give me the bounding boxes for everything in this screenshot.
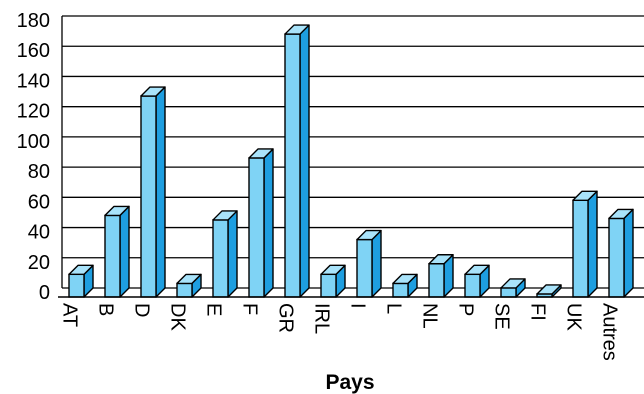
y-tick-label: 160 bbox=[17, 40, 50, 62]
x-tick-label: DK bbox=[167, 303, 189, 331]
y-tick-label: 140 bbox=[17, 70, 50, 92]
y-tick-label: 80 bbox=[28, 161, 50, 183]
bar bbox=[428, 254, 454, 298]
bar bbox=[284, 24, 310, 298]
bar bbox=[248, 148, 274, 298]
x-tick-label: NL bbox=[419, 303, 441, 329]
x-tick-label: AT bbox=[59, 303, 81, 327]
x-tick-label: L bbox=[383, 303, 405, 314]
x-tick-label: I bbox=[347, 303, 369, 309]
bar-front bbox=[284, 33, 301, 298]
bar-front bbox=[464, 273, 481, 298]
bar-front bbox=[248, 157, 265, 298]
bar-top bbox=[428, 254, 454, 265]
bar-top bbox=[500, 278, 526, 289]
x-axis-tick-labels: AT B D DK E F GR IRL I L NL P SE FI UK Autres bbox=[59, 303, 621, 361]
x-tick-label: Autres bbox=[599, 303, 621, 361]
bar-top bbox=[248, 148, 274, 159]
bar-front bbox=[392, 282, 409, 298]
bar-top bbox=[212, 210, 238, 221]
bar-top bbox=[104, 205, 130, 217]
bar-front bbox=[320, 273, 337, 298]
bar-top bbox=[320, 264, 346, 276]
bar bbox=[140, 86, 166, 298]
x-tick-label: B bbox=[95, 303, 117, 316]
bar-front bbox=[500, 287, 517, 298]
y-tick-label: 120 bbox=[17, 101, 50, 123]
bar bbox=[536, 284, 562, 298]
bar-side bbox=[119, 205, 130, 298]
bar-front bbox=[572, 199, 589, 298]
bar bbox=[104, 205, 130, 298]
bar-side bbox=[299, 24, 310, 298]
y-tick-label: 60 bbox=[28, 191, 50, 213]
bar-side bbox=[227, 210, 238, 298]
bar bbox=[68, 264, 94, 298]
bar bbox=[320, 264, 346, 298]
bar bbox=[176, 273, 202, 298]
bar bbox=[212, 210, 238, 298]
bar bbox=[392, 273, 418, 298]
x-tick-label: D bbox=[131, 303, 153, 317]
bar-side bbox=[623, 208, 634, 298]
bar-top bbox=[176, 273, 202, 285]
bar-top bbox=[356, 229, 382, 241]
bar bbox=[608, 208, 634, 298]
bar bbox=[464, 264, 490, 298]
bar-side bbox=[155, 86, 166, 298]
x-tick-label: IRL bbox=[311, 303, 333, 334]
bar bbox=[356, 229, 382, 298]
x-axis-title: Pays bbox=[325, 371, 374, 394]
bar-front bbox=[140, 95, 157, 298]
y-tick-label: 180 bbox=[17, 10, 50, 32]
bar-top bbox=[608, 208, 634, 220]
bar-front bbox=[356, 238, 373, 298]
bar-front bbox=[212, 219, 229, 298]
bar bbox=[500, 278, 526, 298]
bar-front bbox=[176, 282, 193, 298]
y-tick-label: 0 bbox=[39, 282, 50, 304]
bar-side bbox=[587, 190, 598, 298]
bar-front bbox=[68, 273, 85, 298]
bar-front bbox=[428, 263, 445, 298]
x-tick-label: FI bbox=[527, 303, 549, 321]
bar-top bbox=[464, 264, 490, 276]
bar-top bbox=[68, 264, 94, 276]
bar-top bbox=[392, 273, 418, 285]
bar-top bbox=[572, 190, 598, 201]
bar bbox=[572, 190, 598, 298]
bar-front bbox=[608, 217, 625, 298]
bar-top bbox=[284, 24, 310, 35]
bar-front bbox=[104, 214, 121, 298]
y-tick-label: 40 bbox=[28, 222, 50, 244]
bar-top bbox=[140, 86, 166, 97]
y-tick-label: 20 bbox=[28, 252, 50, 274]
y-tick-label: 100 bbox=[17, 131, 50, 153]
x-tick-label: UK bbox=[563, 303, 585, 331]
bar-side bbox=[263, 148, 274, 298]
x-tick-label: F bbox=[239, 303, 261, 315]
x-tick-label: P bbox=[455, 303, 477, 316]
bar-side bbox=[371, 229, 382, 298]
bar-top bbox=[536, 284, 562, 295]
y-axis-tick-labels: 0 20 40 60 80 100 120 140 160 180 bbox=[17, 10, 50, 304]
x-tick-label: SE bbox=[491, 303, 513, 330]
x-tick-label: E bbox=[203, 303, 225, 316]
bars bbox=[58, 24, 644, 298]
x-tick-label: GR bbox=[275, 303, 297, 333]
